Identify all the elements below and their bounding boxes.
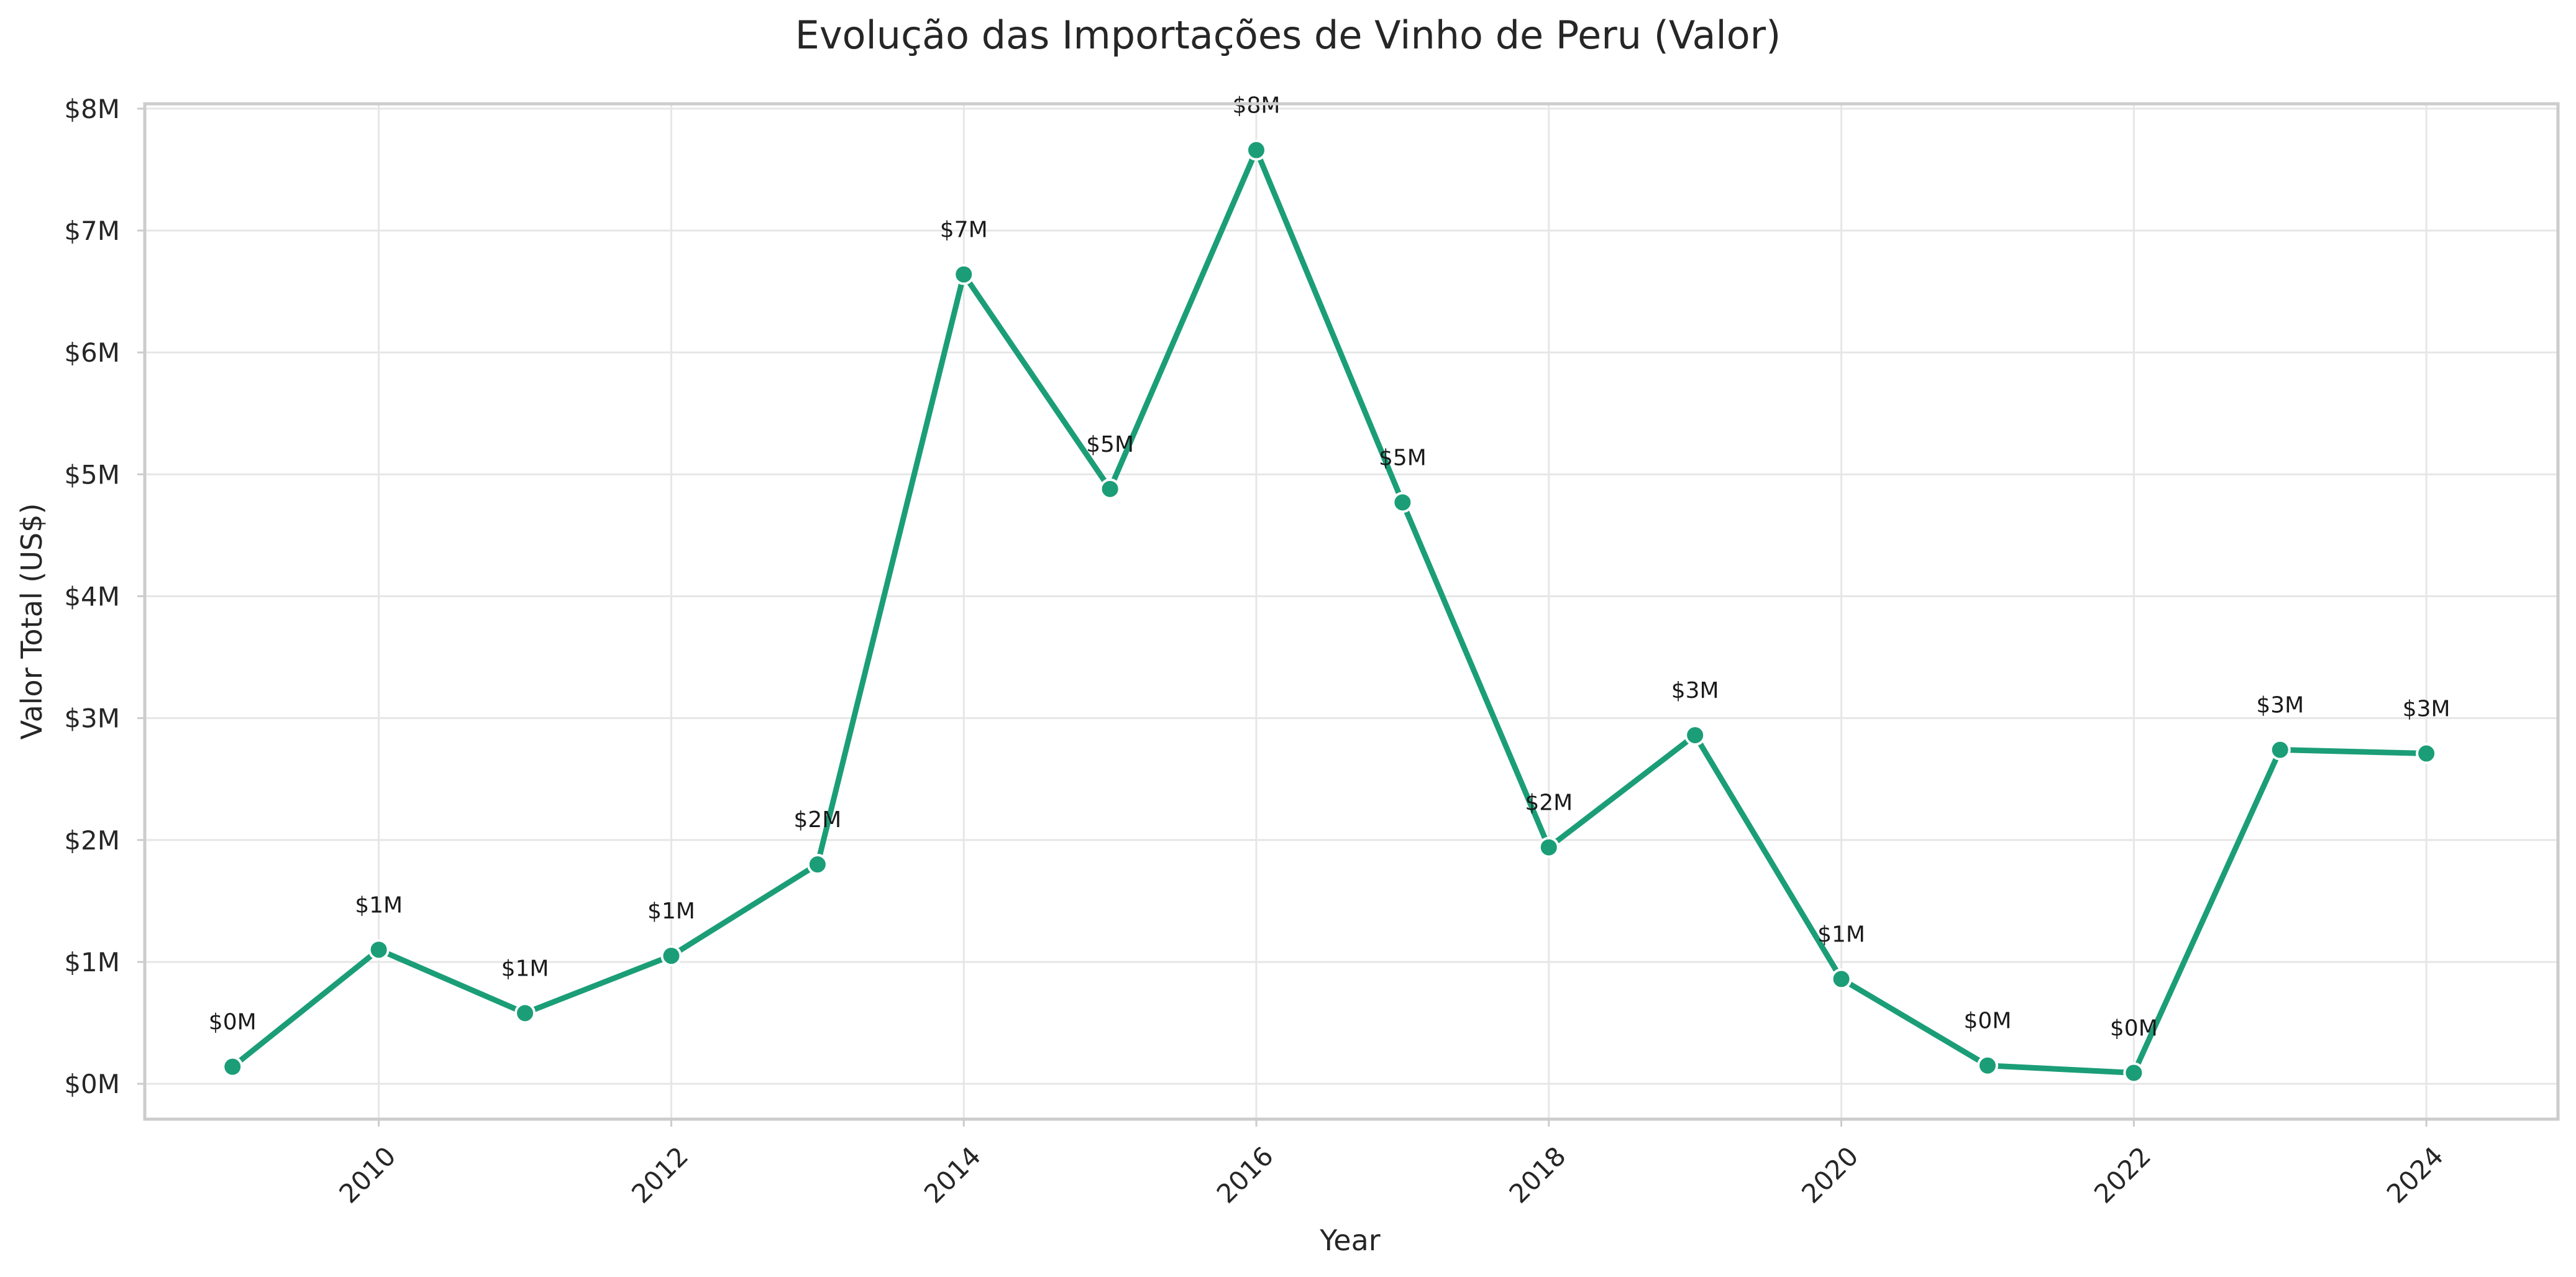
data-label-2018: $2M <box>1525 790 1573 816</box>
data-points <box>222 139 2437 1084</box>
x-tick-label: 2024 <box>2381 1141 2449 1209</box>
data-label-2014: $7M <box>940 217 988 243</box>
y-tick-label: $3M <box>64 703 120 734</box>
y-tick-label: $5M <box>64 459 120 490</box>
data-point-2019 <box>1684 725 1706 746</box>
data-point-2013 <box>806 854 828 876</box>
y-axis-ticks: $0M $1M $2M $3M $4M $5M $6M $7M $8M <box>64 94 145 1099</box>
data-label-2016: $8M <box>1233 93 1281 119</box>
data-label-2024: $3M <box>2403 697 2450 722</box>
data-label-2013: $2M <box>793 807 841 833</box>
data-point-2021 <box>1976 1055 1998 1076</box>
data-point-2015 <box>1099 478 1121 500</box>
data-point-2010 <box>368 939 390 961</box>
y-tick-label: $6M <box>64 337 120 368</box>
data-point-2016 <box>1245 139 1267 161</box>
chart-title: Evolução das Importações de Vinho de Per… <box>795 12 1781 58</box>
series-line-group <box>229 147 2429 1076</box>
series-line <box>229 147 2429 1076</box>
data-point-2023 <box>2269 739 2291 761</box>
data-label-2023: $3M <box>2256 693 2304 718</box>
y-tick-label: $2M <box>64 825 120 856</box>
data-label-2021: $0M <box>1964 1009 2012 1034</box>
data-point-2014 <box>953 263 975 285</box>
plot-frame <box>143 102 2560 1121</box>
x-tick-label: 2018 <box>1503 1141 1571 1209</box>
data-point-2018 <box>1538 836 1560 858</box>
data-point-2012 <box>660 945 682 967</box>
y-tick-label: $0M <box>64 1069 120 1099</box>
data-label-2022: $0M <box>2110 1015 2158 1041</box>
x-tick-label: 2014 <box>918 1141 987 1209</box>
x-tick-label: 2010 <box>333 1141 401 1209</box>
y-tick-label: $4M <box>64 581 120 611</box>
x-tick-label: 2016 <box>1211 1141 1279 1209</box>
y-axis-label: Valor Total (US$) <box>15 503 48 740</box>
data-label-2020: $1M <box>1817 922 1865 947</box>
data-label-2015: $5M <box>1086 432 1134 457</box>
data-labels: $0M $1M $1M $1M $2M $7M $5M $8M $5M $2M $3M $1M $0M $… <box>209 93 2450 1041</box>
data-point-2022 <box>2123 1062 2145 1084</box>
x-tick-label: 2020 <box>1796 1141 1864 1209</box>
data-label-2010: $1M <box>355 892 403 918</box>
x-axis-ticks: 2010 2012 2014 2016 2018 2020 2022 2024 <box>333 1119 2449 1209</box>
data-label-2017: $5M <box>1379 445 1427 470</box>
x-tick-label: 2022 <box>2088 1141 2157 1209</box>
data-label-2019: $3M <box>1671 678 1719 703</box>
data-point-2024 <box>2416 743 2437 764</box>
data-label-2012: $1M <box>647 899 695 924</box>
x-tick-label: 2012 <box>626 1141 694 1209</box>
y-tick-label: $7M <box>64 216 120 246</box>
data-point-2011 <box>514 1002 536 1024</box>
data-point-2009 <box>222 1056 244 1078</box>
data-label-2009: $0M <box>209 1010 257 1035</box>
x-axis-label: Year <box>1319 1224 1380 1257</box>
data-label-2011: $1M <box>501 956 549 981</box>
data-point-2017 <box>1392 492 1414 513</box>
y-tick-label: $8M <box>64 94 120 124</box>
data-point-2020 <box>1830 968 1852 990</box>
y-tick-label: $1M <box>64 947 120 977</box>
